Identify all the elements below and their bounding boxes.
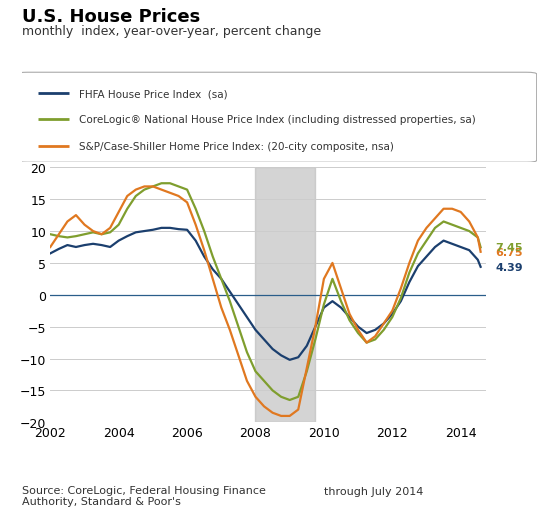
Text: 7.45: 7.45 [495, 243, 523, 253]
Text: Source: CoreLogic, Federal Housing Finance
Authority, Standard & Poor's: Source: CoreLogic, Federal Housing Finan… [22, 485, 266, 506]
Text: FHFA House Price Index  (sa): FHFA House Price Index (sa) [79, 89, 228, 99]
Bar [255, 168, 315, 422]
Text: CoreLogic® National House Price Index (including distressed properties, sa): CoreLogic® National House Price Index (i… [79, 115, 476, 125]
Text: through July 2014: through July 2014 [324, 486, 424, 496]
Text: 4.39: 4.39 [495, 262, 523, 272]
Text: monthly  index, year-over-year, percent change: monthly index, year-over-year, percent c… [22, 25, 321, 38]
Text: 6.75: 6.75 [495, 247, 523, 257]
FancyBboxPatch shape [17, 73, 537, 163]
Text: U.S. House Prices: U.S. House Prices [22, 8, 201, 25]
Text: S&P/Case-Shiller Home Price Index: (20-city composite, nsa): S&P/Case-Shiller Home Price Index: (20-c… [79, 142, 394, 151]
